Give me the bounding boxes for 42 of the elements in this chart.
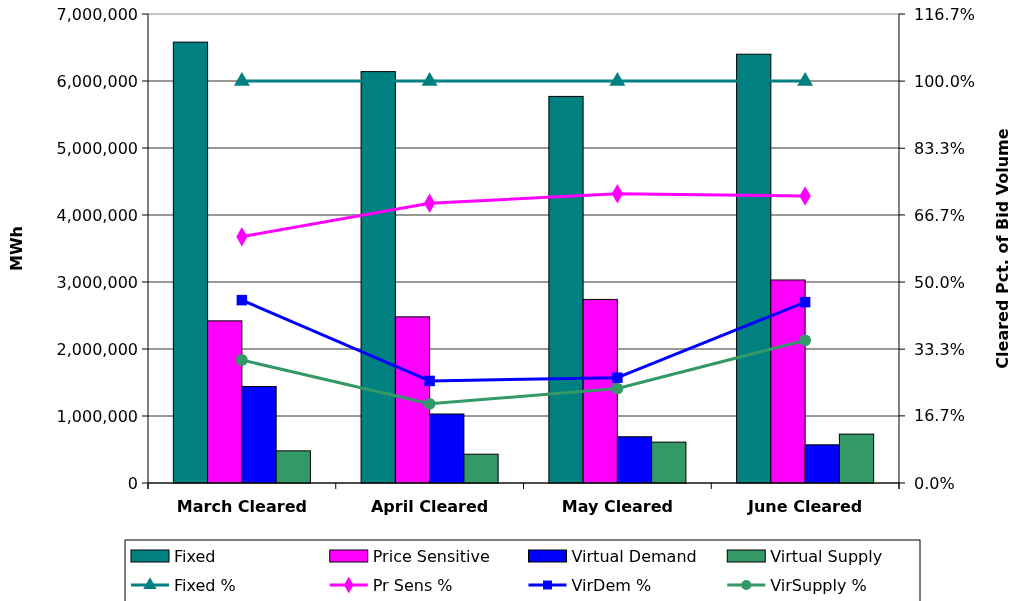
point [799, 296, 811, 308]
y-tick-label: 3,000,000 [56, 272, 138, 292]
legend-label: Virtual Supply [770, 546, 883, 566]
x-tick-label: May Cleared [561, 497, 674, 516]
x-tick-label: June Cleared [747, 497, 863, 516]
legend-label: VirSupply % [770, 575, 867, 595]
y2-tick-label: 100.0% [914, 71, 976, 91]
y2-tick-label: 83.3% [914, 138, 965, 158]
y-tick-label: 6,000,000 [56, 71, 138, 91]
point [423, 397, 436, 410]
y2-tick-label: 33.3% [914, 339, 965, 359]
legend-label: Pr Sens % [372, 575, 453, 595]
legend-label: Price Sensitive [372, 546, 490, 566]
y-tick-label: 2,000,000 [56, 339, 138, 359]
y-tick-label: 7,000,000 [56, 4, 138, 24]
legend-label: Fixed % [174, 575, 236, 595]
point [424, 375, 435, 387]
y2-tick-label: 0.0% [914, 473, 955, 493]
legend-label: VirDem % [571, 575, 652, 595]
y2-tick-label: 66.7% [914, 205, 965, 225]
point [236, 294, 248, 306]
x-tick-label: March Cleared [176, 497, 307, 516]
y-tick-label: 4,000,000 [56, 205, 138, 225]
legend-label: Virtual Demand [571, 546, 697, 566]
y-tick-label: 1,000,000 [56, 406, 138, 426]
y-tick-label: 0 [127, 473, 138, 493]
y2-axis-title: Cleared Pct. of Bid Volume [993, 128, 1012, 369]
point [235, 354, 248, 366]
point [609, 71, 626, 86]
point [797, 71, 814, 86]
y-axis-title: MWh [7, 226, 26, 271]
point [421, 71, 438, 86]
x-tick-label: April Cleared [370, 497, 489, 516]
y-tick-label: 5,000,000 [56, 138, 138, 158]
y2-tick-label: 50.0% [914, 272, 965, 292]
point [799, 334, 812, 347]
y2-tick-label: 16.7% [914, 406, 965, 426]
point [233, 71, 250, 86]
legend-label: Fixed [174, 546, 216, 566]
y2-tick-label: 116.7% [914, 4, 976, 24]
point [611, 382, 624, 395]
point [612, 372, 623, 383]
